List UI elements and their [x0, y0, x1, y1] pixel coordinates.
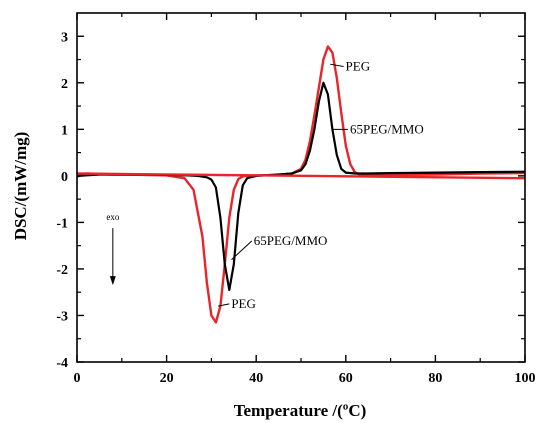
y-tick-label: 3: [61, 30, 68, 45]
axes: 0 20 40 60 80 100 -4 -3 -2 -1 0 1 2 3: [56, 12, 536, 386]
x-tick-label: 80: [428, 371, 442, 386]
x-tick-label: 40: [249, 371, 263, 386]
plot-area: [77, 45, 525, 324]
x-tick-label: 0: [74, 371, 81, 386]
series-line-2: [77, 81, 525, 291]
annotation-leader-3: [231, 240, 253, 260]
y-tick-label: 1: [61, 123, 68, 138]
x-tick-label: 60: [339, 371, 353, 386]
y-tick-label: -2: [56, 263, 68, 278]
x-axis-title: Temperature /(ºC): [234, 401, 367, 420]
annotation-exo: exo: [106, 212, 119, 222]
annotation-label-4: PEG: [231, 296, 256, 311]
annotation-leader-4: [218, 303, 230, 307]
y-tick-label: 0: [61, 170, 68, 185]
x-tick-label: 100: [515, 371, 536, 386]
y-tick-label: -4: [56, 356, 68, 371]
x-tick-label: 20: [160, 371, 174, 386]
annotation-label-2: 65PEG/MMO: [350, 121, 424, 136]
series-line-1: [77, 45, 525, 324]
series-line-3: [77, 172, 525, 180]
annotations: PEG 65PEG/MMO 65PEG/MMO PEG exo: [106, 59, 423, 311]
y-axis-title: DSC/(mW/mg): [11, 132, 30, 241]
exo-arrow-head: [109, 276, 116, 286]
y-tick-label: 2: [61, 77, 68, 92]
annotation-leader-1: [330, 63, 344, 68]
y-tick-label: -3: [56, 309, 68, 324]
annotation-label-3: 65PEG/MMO: [254, 233, 328, 248]
y-tick-label: -1: [56, 216, 68, 231]
plot-frame: [76, 12, 526, 363]
annotation-label-1: PEG: [346, 59, 371, 74]
